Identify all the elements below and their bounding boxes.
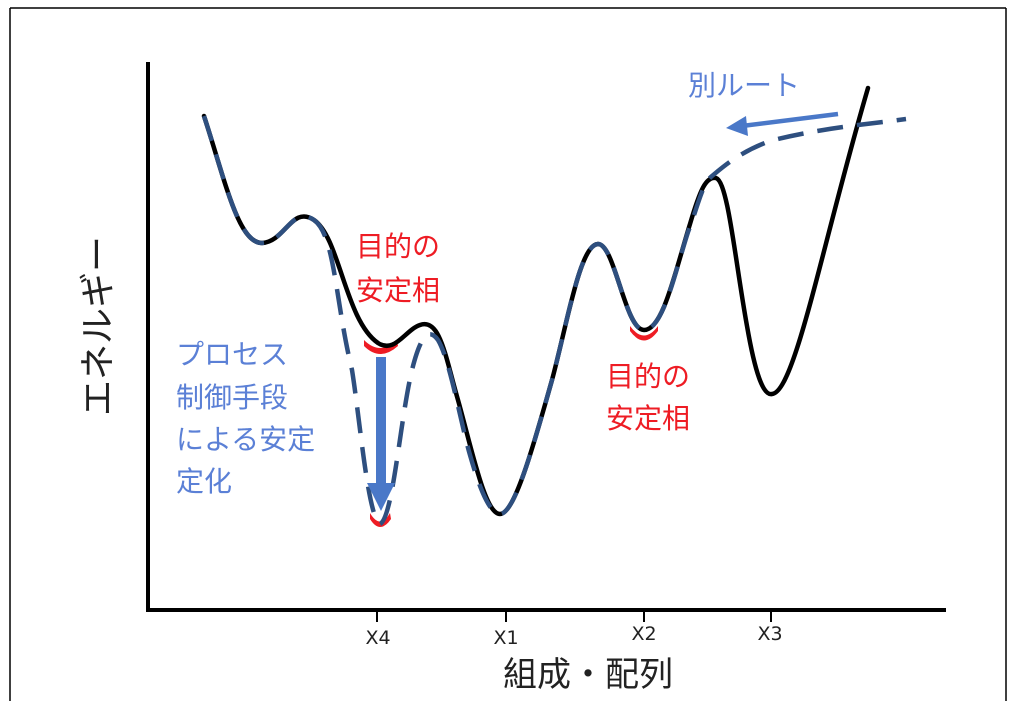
process-stabilization-line2: 制御手段	[176, 381, 288, 414]
target-phase-label-b-line1: 目的の	[606, 360, 690, 393]
alternate-route-arrow-head	[726, 116, 748, 136]
alternate-route-label: 別ルート	[688, 69, 800, 102]
process-stabilization-line3: による安定	[176, 423, 315, 456]
stabilization-arrow-head	[367, 483, 395, 511]
alternate-route-curve	[201, 115, 907, 527]
target-phase-label-b-line2: 安定相	[606, 402, 690, 435]
stable-phase-highlight-x4-lower	[370, 513, 391, 527]
x-tick-label-x1: X1	[493, 627, 518, 649]
x-tick-label-x4: X4	[365, 627, 390, 649]
x-axis-label: 組成・配列	[503, 655, 673, 695]
stable-phase-highlight-x4-upper	[364, 340, 398, 354]
process-stabilization-line1: プロセス	[176, 338, 288, 371]
alternate-route-arrow-shaft	[741, 111, 839, 129]
stable-phase-highlight-x2	[630, 326, 658, 341]
target-phase-label-a-line2: 安定相	[356, 274, 440, 307]
process-stabilization-line4: 定化	[176, 465, 232, 498]
stabilization-arrow-shaft	[376, 357, 386, 485]
x-tick-label-x2: X2	[631, 623, 656, 645]
target-phase-label-a-line1: 目的の	[356, 230, 440, 263]
x-tick-label-x3: X3	[757, 623, 782, 645]
y-axis-label: エネルギー	[78, 236, 119, 416]
